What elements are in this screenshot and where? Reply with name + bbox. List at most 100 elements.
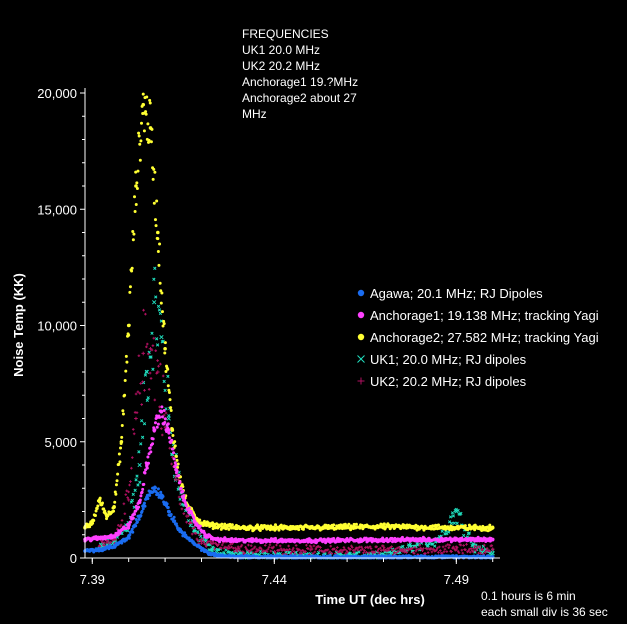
data-point <box>236 546 240 551</box>
data-point <box>129 500 134 504</box>
data-point <box>158 405 161 409</box>
data-point <box>112 509 116 513</box>
data-point <box>473 544 477 548</box>
data-point <box>179 486 183 490</box>
data-point <box>154 295 158 299</box>
data-point <box>116 523 120 527</box>
data-point <box>157 263 161 267</box>
data-point <box>162 319 166 323</box>
data-point <box>159 409 164 414</box>
data-point <box>257 548 260 552</box>
data-point <box>199 539 204 544</box>
data-point <box>482 543 486 547</box>
data-point <box>356 548 360 552</box>
data-point <box>126 498 131 502</box>
data-point <box>151 367 155 371</box>
data-point <box>221 554 226 558</box>
data-point <box>170 428 175 432</box>
data-point <box>318 549 321 552</box>
data-point <box>97 536 102 541</box>
data-point <box>102 543 105 547</box>
legend-label: Anchorage2; 27.582 MHz; tracking Yagi <box>370 330 599 345</box>
data-point <box>229 550 234 555</box>
data-point <box>481 548 484 551</box>
data-point <box>351 549 355 552</box>
data-point <box>139 382 143 385</box>
data-point <box>135 186 139 190</box>
data-point <box>119 439 124 444</box>
data-point <box>148 126 153 130</box>
data-point <box>135 474 139 478</box>
data-point <box>349 548 352 551</box>
data-point <box>124 369 128 373</box>
data-point <box>263 544 267 547</box>
data-point <box>330 552 334 555</box>
data-point <box>166 505 170 509</box>
data-point <box>274 551 277 555</box>
data-point <box>146 352 150 356</box>
data-point <box>463 524 467 528</box>
data-point <box>163 425 167 429</box>
data-point <box>448 515 453 519</box>
data-point <box>126 535 131 539</box>
data-point <box>133 210 137 214</box>
y-tick-label: 5,000 <box>44 435 77 450</box>
data-point <box>189 521 193 525</box>
data-point <box>267 545 271 549</box>
data-point <box>136 169 140 173</box>
data-point <box>362 551 365 555</box>
data-point <box>311 552 315 555</box>
data-point <box>122 502 126 506</box>
data-point <box>287 544 290 548</box>
data-point <box>488 551 492 556</box>
data-point <box>422 547 425 550</box>
data-point <box>283 549 287 552</box>
data-point <box>452 521 456 525</box>
data-point <box>454 509 459 514</box>
data-point <box>236 538 240 543</box>
data-point <box>260 547 263 551</box>
data-point <box>314 547 318 551</box>
data-point <box>174 463 178 467</box>
data-point <box>396 550 400 553</box>
data-point <box>169 512 173 516</box>
data-point <box>137 505 141 509</box>
data-point <box>208 539 212 543</box>
data-point <box>141 351 146 356</box>
data-point <box>350 544 353 548</box>
data-point <box>159 289 163 293</box>
data-point <box>153 398 157 402</box>
data-point <box>145 345 148 349</box>
data-point <box>332 523 336 527</box>
data-point <box>100 501 104 505</box>
data-point <box>238 549 242 552</box>
data-point <box>413 546 417 549</box>
data-point <box>230 523 234 527</box>
data-point <box>467 549 470 553</box>
data-point <box>134 202 138 206</box>
data-point <box>459 511 463 516</box>
data-point <box>159 301 163 305</box>
data-point <box>149 377 153 380</box>
data-point <box>159 319 163 323</box>
data-point <box>204 538 208 542</box>
data-point <box>335 549 338 552</box>
data-point <box>444 544 448 548</box>
data-point <box>357 311 365 319</box>
data-point <box>328 550 332 553</box>
legend-label: UK2; 20.2 MHz; RJ dipoles <box>370 374 527 389</box>
data-point <box>163 420 167 424</box>
data-point <box>385 549 389 553</box>
data-point <box>97 498 102 502</box>
data-point <box>401 550 405 553</box>
data-point <box>480 528 484 532</box>
data-point <box>116 472 120 476</box>
data-point <box>133 488 137 492</box>
data-point <box>454 537 459 542</box>
data-point <box>205 523 209 527</box>
data-point <box>169 409 173 413</box>
data-point <box>292 550 296 553</box>
data-point <box>125 489 129 493</box>
data-point <box>269 549 273 553</box>
data-point <box>131 492 135 497</box>
